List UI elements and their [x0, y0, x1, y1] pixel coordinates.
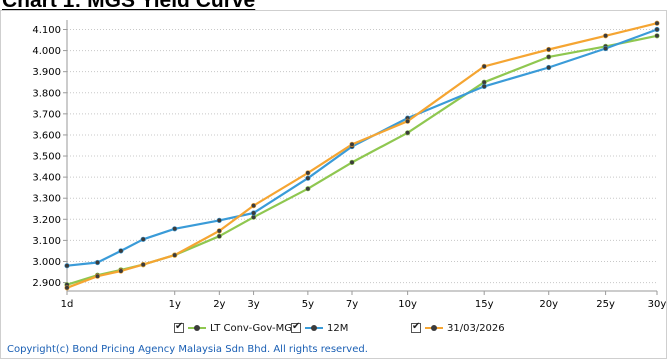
data-point-12m: [251, 210, 257, 216]
legend-label-12m: 12M: [327, 322, 349, 334]
y-tick-label: 3.300: [32, 194, 61, 205]
y-tick-label: 4.100: [32, 25, 61, 36]
y-tick-label: 4.000: [32, 46, 61, 57]
copyright-notice: Copyright(c) Bond Pricing Agency Malaysi…: [7, 344, 368, 355]
data-point-31-03-2026: [602, 33, 609, 39]
x-tick-label: 7y: [346, 299, 358, 310]
data-point-lt-conv-gov-mgs: [349, 159, 355, 165]
data-point-31-03-2026: [118, 268, 124, 274]
page-title-strip: Chart 1: MGS Yield Curve: [0, 0, 669, 10]
legend-checkbox-12m[interactable]: [291, 321, 301, 333]
data-point-lt-conv-gov-mgs: [654, 33, 660, 39]
data-point-31-03-2026: [654, 20, 660, 26]
y-tick-label: 3.700: [32, 109, 61, 120]
series-layer: [64, 20, 660, 291]
data-point-12m: [216, 217, 222, 223]
data-point-31-03-2026: [216, 228, 222, 234]
data-point-31-03-2026: [305, 170, 311, 176]
data-point-12m: [94, 259, 101, 266]
y-tick-label: 3.900: [32, 67, 61, 78]
legend-swatch-12m: [305, 323, 323, 333]
page-title: Chart 1: MGS Yield Curve: [2, 0, 255, 10]
x-tick-label: 10y: [398, 299, 417, 310]
data-point-lt-conv-gov-mgs: [405, 130, 411, 136]
y-tick-label: 3.800: [32, 88, 61, 99]
data-point-12m: [481, 83, 487, 89]
legend-item-31-03-2026[interactable]: 31/03/2026: [411, 320, 505, 336]
series-line-lt-conv-gov-mgs: [66, 34, 658, 286]
y-tick-label: 3.600: [32, 130, 61, 141]
data-point-12m: [546, 64, 552, 71]
legend-checkbox-lt-conv-gov-mgs[interactable]: [174, 321, 184, 333]
legend-item-12m[interactable]: 12M: [291, 320, 348, 336]
y-tick-label: 3.000: [32, 257, 61, 268]
data-point-31-03-2026: [251, 203, 257, 209]
legend-label-31-03-2026: 31/03/2026: [447, 322, 505, 334]
series-line-31-03-2026: [66, 22, 658, 289]
x-tick-label: 25y: [596, 299, 615, 310]
data-point-lt-conv-gov-mgs: [216, 233, 222, 239]
series-line-12m: [66, 28, 658, 267]
data-point-31-03-2026: [64, 285, 70, 291]
data-point-lt-conv-gov-mgs: [546, 54, 552, 60]
data-point-12m: [305, 175, 311, 181]
y-tick-label: 3.200: [32, 215, 61, 226]
data-point-31-03-2026: [349, 141, 355, 147]
y-tick-label: 2.900: [32, 278, 61, 289]
data-point-31-03-2026: [405, 118, 411, 124]
data-point-12m: [654, 26, 660, 33]
y-tick-label: 3.500: [32, 152, 61, 163]
legend-item-lt-conv-gov-mgs[interactable]: LT Conv-Gov-MGS: [174, 320, 298, 336]
legend-label-lt-conv-gov-mgs: LT Conv-Gov-MGS: [210, 322, 299, 334]
x-tick-label: 5y: [302, 299, 314, 310]
legend-checkbox-31-03-2026[interactable]: [411, 321, 421, 333]
data-point-12m: [602, 45, 609, 52]
x-tick-label: 1y: [169, 299, 181, 310]
x-tick-label: 3y: [247, 299, 259, 310]
data-point-12m: [118, 248, 124, 254]
data-point-31-03-2026: [172, 252, 178, 258]
chart-frame: [0, 10, 667, 359]
data-point-31-03-2026: [94, 273, 101, 279]
x-tick-label: 1d: [61, 299, 74, 310]
y-tick-label: 3.400: [32, 173, 61, 184]
data-point-31-03-2026: [140, 262, 146, 268]
axis-layer: 2.900 3.000 3.100 3.200 3.300 3.400 3.500 3.600…: [32, 20, 666, 310]
x-tick-label: 30y: [648, 299, 667, 310]
legend-swatch-lt-conv-gov-mgs: [188, 323, 206, 333]
data-point-12m: [64, 263, 70, 269]
data-point-31-03-2026: [481, 63, 487, 69]
x-tick-label: 15y: [475, 299, 494, 310]
data-point-12m: [140, 236, 146, 242]
data-point-31-03-2026: [546, 46, 552, 53]
x-tick-label: 2y: [213, 299, 225, 310]
x-tick-label: 20y: [539, 299, 558, 310]
legend-swatch-31-03-2026: [425, 323, 443, 333]
data-point-12m: [172, 226, 178, 232]
data-point-lt-conv-gov-mgs: [305, 186, 311, 192]
y-tick-label: 3.100: [32, 236, 61, 247]
